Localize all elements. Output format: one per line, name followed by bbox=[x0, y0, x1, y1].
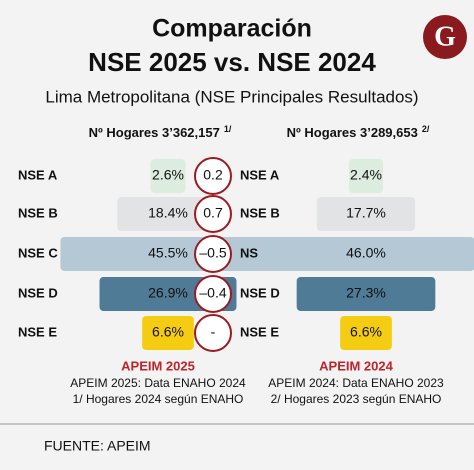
difference-circle bbox=[194, 275, 232, 313]
note: 1/ Hogares 2024 según ENAHO bbox=[73, 392, 244, 406]
category-label: NSE E bbox=[18, 324, 57, 339]
value-label: 46.0% bbox=[346, 245, 386, 261]
value-label: 45.5% bbox=[148, 245, 188, 261]
category-label: NSE B bbox=[18, 205, 58, 220]
value-label: 2.4% bbox=[350, 167, 382, 183]
source: FUENTE: APEIM bbox=[44, 438, 151, 454]
value-label: 6.6% bbox=[152, 324, 184, 340]
difference-circle bbox=[194, 235, 232, 273]
note: APEIM 2024: Data ENAHO 2023 bbox=[268, 376, 444, 390]
footer-title: APEIM 2024 bbox=[319, 358, 393, 373]
panel-title-note: 2/ bbox=[422, 124, 430, 134]
difference-label: 0.7 bbox=[203, 205, 223, 221]
panel-title: Nº Hogares 3’362,157 1/ bbox=[89, 124, 232, 140]
category-label: NSE D bbox=[18, 285, 58, 300]
category-label: NSE A bbox=[240, 167, 280, 182]
bar bbox=[257, 237, 474, 271]
difference-label: - bbox=[211, 324, 216, 340]
category-label: NSE A bbox=[18, 167, 58, 182]
category-label: NSE B bbox=[240, 205, 280, 220]
difference-label: –0.5 bbox=[199, 245, 226, 261]
panel-title: Nº Hogares 3’289,653 2/ bbox=[287, 124, 430, 140]
category-label: NSE E bbox=[240, 324, 279, 339]
logo: G bbox=[434, 21, 456, 52]
difference-label: –0.4 bbox=[199, 285, 226, 301]
category-label: NSE D bbox=[240, 285, 280, 300]
caption: Lima Metropolitana (NSE Principales Resu… bbox=[45, 87, 418, 106]
value-label: 27.3% bbox=[346, 285, 386, 301]
category-label: NSE C bbox=[18, 245, 58, 260]
footer-title: APEIM 2025 bbox=[121, 358, 195, 373]
bar bbox=[117, 197, 219, 231]
note: 2/ Hogares 2023 según ENAHO bbox=[271, 392, 442, 406]
title: Comparación bbox=[152, 15, 312, 43]
bar bbox=[348, 159, 384, 193]
panel-title-text: Nº Hogares 3’362,157 bbox=[89, 125, 220, 140]
value-label: 17.7% bbox=[346, 205, 386, 221]
value-label: 26.9% bbox=[148, 285, 188, 301]
panel-title-note: 1/ bbox=[224, 124, 232, 134]
bar bbox=[150, 159, 186, 193]
value-label: 18.4% bbox=[148, 205, 188, 221]
logo-circle bbox=[423, 15, 467, 59]
bar bbox=[316, 197, 416, 231]
bar bbox=[142, 316, 194, 350]
difference-circle bbox=[194, 157, 232, 195]
bar bbox=[296, 277, 436, 311]
difference-label: 0.2 bbox=[203, 167, 223, 183]
value-label: 6.6% bbox=[350, 324, 382, 340]
note: APEIM 2025: Data ENAHO 2024 bbox=[70, 376, 246, 390]
panel-title-text: Nº Hogares 3’289,653 bbox=[287, 125, 418, 140]
value-label: 2.6% bbox=[152, 167, 184, 183]
difference-circle bbox=[194, 314, 232, 352]
difference-circle bbox=[194, 195, 232, 233]
subtitle: NSE 2025 vs. NSE 2024 bbox=[88, 47, 376, 77]
bar bbox=[340, 316, 392, 350]
